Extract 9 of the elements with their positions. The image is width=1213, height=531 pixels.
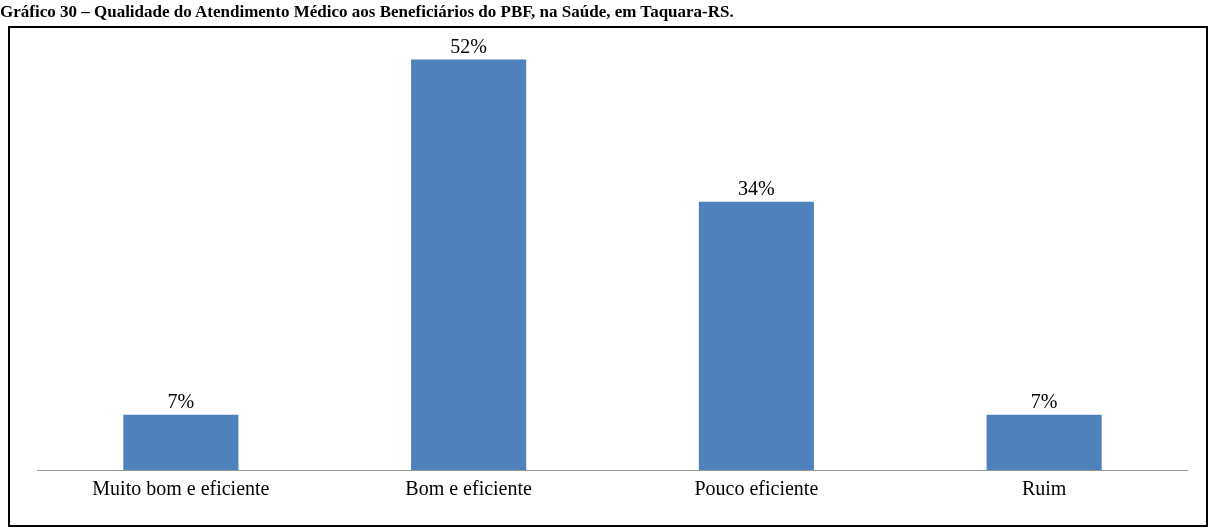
data-label: 52% [450,34,487,57]
data-label: 7% [167,389,195,412]
x-tick-label: Pouco eficiente [694,477,819,499]
x-tick-label: Ruim [1021,477,1067,499]
chart-title: Gráfico 30 – Qualidade do Atendimento Médico aos Beneficiários do PBF, na Saúde, em Taquara-RS. [0,2,735,22]
data-label: 7% [1030,389,1058,412]
data-label: 34% [738,176,775,199]
x-tick-label: Bom e eficiente [405,477,533,499]
x-tick-label: Muito bom e eficiente [92,477,270,499]
